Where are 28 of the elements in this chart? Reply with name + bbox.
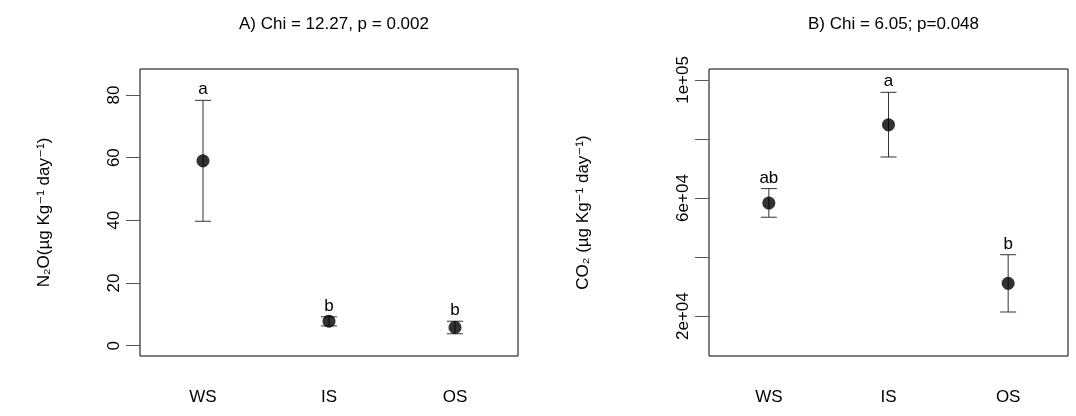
point: [1001, 276, 1015, 290]
y-tick-label: 2e+04: [673, 292, 692, 341]
y-axis-title: CO₂ (µg Kg⁻¹ day⁻¹): [573, 135, 592, 290]
annotation: a: [198, 79, 209, 99]
annotation: ab: [759, 167, 779, 187]
point: [196, 154, 210, 168]
chart-title: B) Chi = 6.05; p=0.048: [807, 14, 980, 33]
point: [762, 196, 776, 210]
y-tick-label: 0: [104, 340, 123, 351]
y-tick-label: 20: [104, 273, 123, 293]
y-tick-label: 80: [104, 85, 123, 105]
x-tick-label: WS: [189, 387, 217, 406]
y-tick-label: 40: [104, 210, 123, 230]
y-tick-label: 6e+04: [673, 174, 692, 222]
y-tick-label: 60: [104, 148, 123, 168]
y-tick-label: 1e+05: [673, 56, 692, 104]
annotation: b: [324, 295, 334, 315]
x-tick-label: IS: [320, 387, 338, 406]
x-tick-label: IS: [880, 387, 897, 406]
annotation: b: [1003, 233, 1013, 253]
x-tick-label: OS: [995, 387, 1021, 406]
y-axis-title: N₂O(µg Kg⁻¹ day⁻¹): [34, 137, 53, 288]
point: [882, 118, 895, 132]
chart-title: A) Chi = 12.27, p = 0.002: [239, 14, 429, 33]
annotation: a: [883, 71, 894, 91]
x-tick-label: OS: [442, 387, 468, 406]
annotation: b: [450, 300, 460, 320]
x-tick-label: WS: [755, 387, 783, 406]
